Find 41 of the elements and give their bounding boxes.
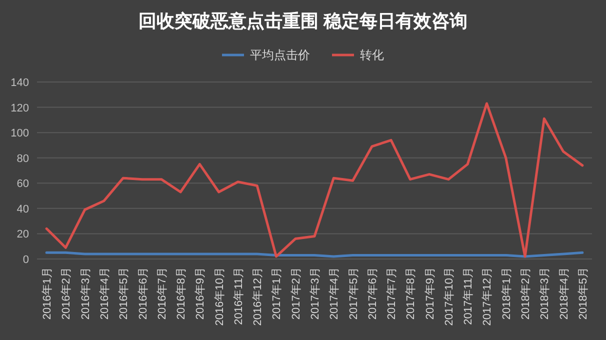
chart-title: 回收突破恶意点击重围 稳定每日有效咨询 bbox=[138, 11, 468, 31]
line-series bbox=[45, 102, 584, 258]
legend-label: 平均点击价 bbox=[250, 48, 310, 62]
x-tick-label: 2016年11月 bbox=[232, 267, 245, 325]
x-tick-label: 2017年3月 bbox=[310, 267, 322, 320]
x-tick-label: 2017年6月 bbox=[366, 267, 379, 320]
x-tick-label: 2016年3月 bbox=[80, 267, 92, 320]
x-tick-label: 2016年2月 bbox=[60, 267, 73, 320]
legend-label: 转化 bbox=[360, 48, 384, 62]
x-tick-label: 2016年12月 bbox=[252, 267, 264, 326]
x-tick-label: 2016年9月 bbox=[194, 267, 207, 320]
y-tick-label: 40 bbox=[16, 203, 29, 216]
x-tick-label: 2017年12月 bbox=[482, 267, 494, 326]
y-tick-label: 20 bbox=[16, 228, 29, 241]
x-tick-label: 2018年2月 bbox=[520, 267, 532, 320]
x-tick-label: 2018年1月 bbox=[500, 267, 513, 320]
y-tick-label: 60 bbox=[16, 178, 29, 190]
x-tick-label: 2018年3月 bbox=[539, 267, 552, 320]
y-tick-label: 0 bbox=[22, 254, 29, 266]
x-tick-label: 2016年6月 bbox=[137, 267, 150, 320]
y-tick-label: 80 bbox=[16, 152, 29, 165]
x-tick-label: 2017年7月 bbox=[386, 267, 398, 320]
x-tick-label: 2017年11月 bbox=[462, 267, 475, 325]
y-tick-label: 120 bbox=[10, 102, 29, 114]
x-tick-label: 2016年5月 bbox=[118, 267, 130, 320]
x-tick-label: 2017年1月 bbox=[271, 267, 284, 320]
x-tick-label: 2017年4月 bbox=[328, 267, 341, 320]
x-tick-label: 2017年5月 bbox=[348, 267, 360, 320]
x-tick-label: 2016年4月 bbox=[98, 267, 111, 320]
x-tick-label: 2017年10月 bbox=[443, 267, 456, 326]
y-tick-label: 140 bbox=[10, 77, 29, 89]
x-tick-label: 2018年5月 bbox=[577, 267, 590, 320]
x-tick-label: 2018年4月 bbox=[558, 267, 570, 320]
x-tick-label: 2016年10月 bbox=[214, 267, 226, 326]
x-tick-label: 2016年1月 bbox=[42, 267, 54, 320]
x-tick-label: 2017年9月 bbox=[424, 267, 436, 320]
x-tick-label: 2017年2月 bbox=[290, 267, 302, 320]
x-tick-label: 2017年8月 bbox=[405, 267, 418, 320]
x-tick-label: 2016年7月 bbox=[156, 267, 168, 320]
x-tick-label: 2016年8月 bbox=[176, 267, 188, 320]
y-tick-label: 100 bbox=[10, 128, 29, 140]
